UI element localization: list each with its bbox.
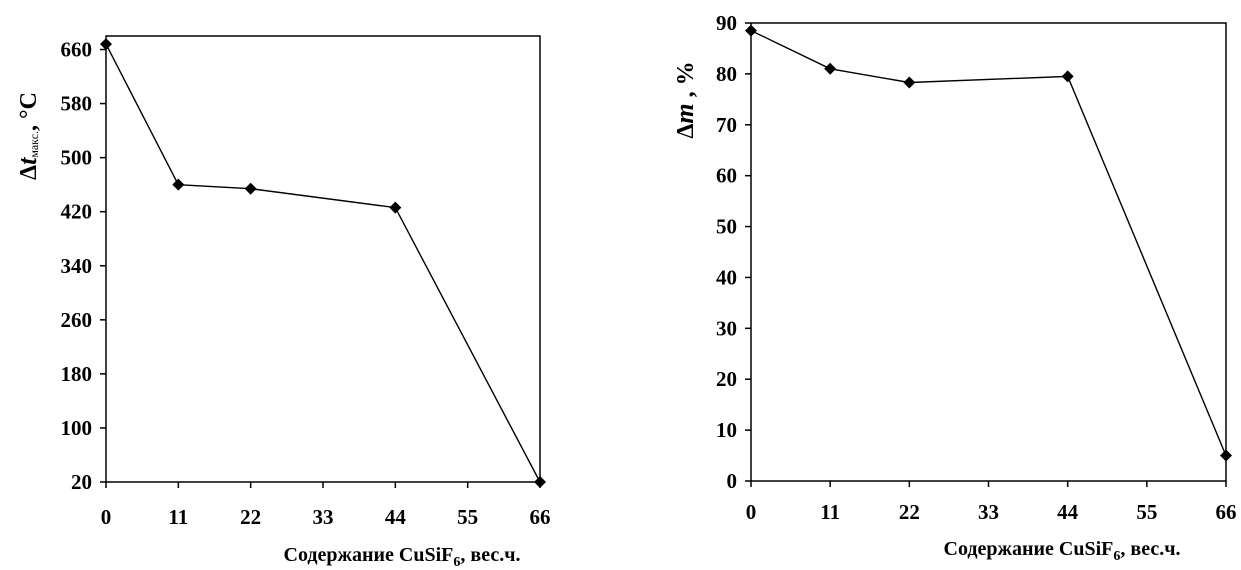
data-point-marker xyxy=(534,476,546,488)
data-point-marker xyxy=(100,38,112,51)
chart-mass: 0 10 20 30 40 50 60 70 80 90 0 11 22 33 44 55 66 Содерж… xyxy=(670,11,1237,564)
y-axis-label-right: Δm , % xyxy=(670,61,699,138)
x-tick-label: 0 xyxy=(101,505,112,529)
series-line-left xyxy=(105,43,541,483)
y-tick-label: 500 xyxy=(61,146,93,170)
markers-left xyxy=(100,38,546,488)
x-tick-label: 44 xyxy=(385,505,407,529)
y-tick-label: 180 xyxy=(61,362,93,386)
x-tick-label: 22 xyxy=(240,505,261,529)
y-tick-label: 660 xyxy=(61,38,93,62)
data-point-marker xyxy=(244,182,257,195)
data-point-marker xyxy=(1220,449,1232,462)
data-point-marker xyxy=(903,76,916,89)
markers-right xyxy=(745,24,1232,462)
y-tick-label: 60 xyxy=(716,164,737,188)
y-tick-label: 580 xyxy=(61,92,93,116)
series-line-right xyxy=(750,29,1227,456)
data-point-marker xyxy=(389,201,402,214)
x-tick-label: 22 xyxy=(899,500,920,524)
y-tick-label: 50 xyxy=(716,215,737,239)
y-tick-label: 20 xyxy=(71,470,92,494)
x-tick-label: 66 xyxy=(1216,500,1237,524)
y-tick-label: 340 xyxy=(61,254,93,278)
data-point-marker xyxy=(745,24,757,37)
x-tick-label: 44 xyxy=(1057,500,1079,524)
x-tick-label: 55 xyxy=(1136,500,1157,524)
x-ticks-right: 0 11 22 33 44 55 66 xyxy=(746,481,1237,524)
y-tick-label: 90 xyxy=(716,11,737,35)
y-tick-label: 0 xyxy=(727,469,738,493)
x-axis-label-right: Содержание CuSiF6, вес.ч. xyxy=(944,538,1181,564)
x-tick-label: 55 xyxy=(457,505,478,529)
chart-temperature: 20 100 180 260 340 420 500 580 660 0 11 22 33 44 55 66… xyxy=(13,35,551,570)
x-tick-label: 66 xyxy=(530,505,551,529)
data-point-marker xyxy=(824,62,837,75)
y-tick-label: 10 xyxy=(716,418,737,442)
y-tick-label: 40 xyxy=(716,265,737,289)
y-tick-label: 420 xyxy=(61,200,93,224)
x-tick-label: 33 xyxy=(313,505,334,529)
plot-frame-right xyxy=(750,22,1227,482)
y-tick-label: 100 xyxy=(61,416,93,440)
x-axis-label-left: Содержание CuSiF6, вес.ч. xyxy=(284,544,521,570)
y-axis-label-left: Δtмакс., °C xyxy=(13,92,42,180)
plot-frame-left xyxy=(105,35,541,483)
y-ticks-right: 0 10 20 30 40 50 60 70 80 90 xyxy=(716,11,751,493)
data-point-marker xyxy=(172,178,185,191)
x-tick-label: 0 xyxy=(746,500,757,524)
x-tick-label: 11 xyxy=(820,500,840,524)
y-tick-label: 80 xyxy=(716,62,737,86)
y-tick-label: 260 xyxy=(61,308,93,332)
y-ticks-left: 20 100 180 260 340 420 500 580 660 xyxy=(61,38,106,494)
y-tick-label: 70 xyxy=(716,113,737,137)
x-tick-label: 33 xyxy=(978,500,999,524)
x-tick-label: 11 xyxy=(168,505,188,529)
data-point-marker xyxy=(1061,70,1074,83)
y-tick-label: 20 xyxy=(716,367,737,391)
y-tick-label: 30 xyxy=(716,316,737,340)
x-ticks-left: 0 11 22 33 44 55 66 xyxy=(101,482,551,529)
